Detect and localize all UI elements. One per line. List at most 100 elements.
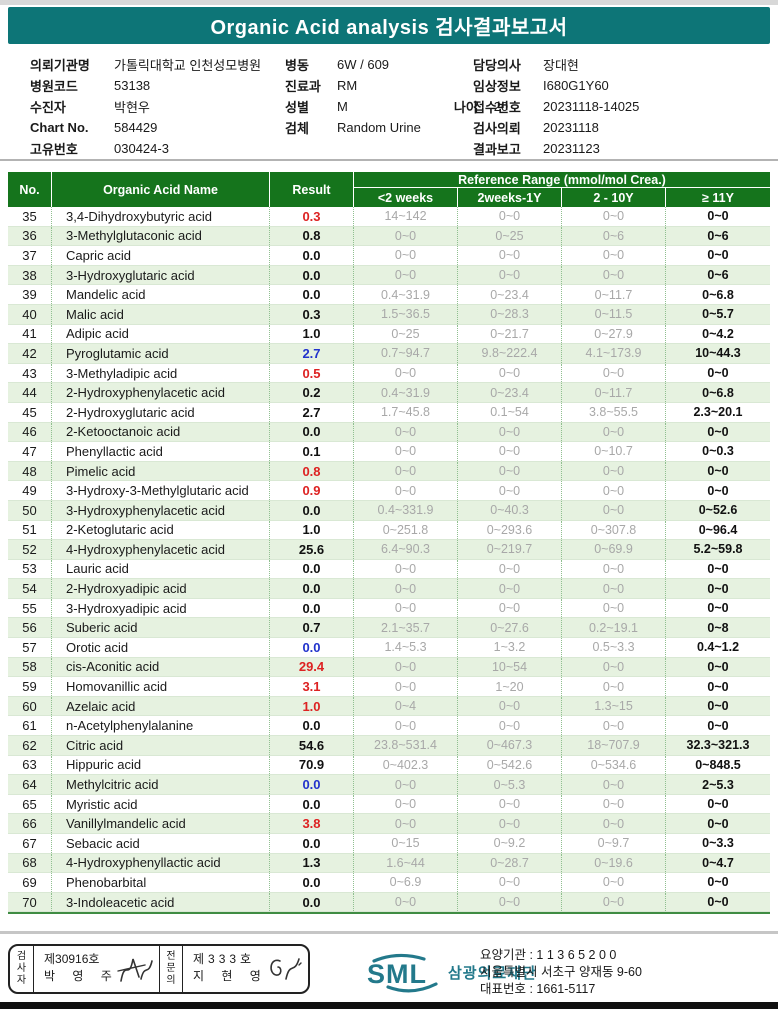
table-row: 56 Suberic acid 0.7 2.1~35.7 0~27.6 0.2~… [8, 618, 770, 639]
row-number: 41 [8, 324, 52, 344]
ref-under-2weeks: 2.1~35.7 [354, 618, 458, 638]
ref-2weeks-1y: 0~0 [458, 246, 562, 265]
table-row: 66 Vanillylmandelic acid 3.8 0~0 0~0 0~0… [8, 814, 770, 834]
ref-2weeks-1y: 0~23.4 [458, 285, 562, 304]
ref-2weeks-1y: 0~5.3 [458, 775, 562, 794]
info-label-2: 나이 [453, 100, 478, 115]
result-value: 0.0 [270, 598, 354, 618]
ref-11y-up: 10~44.3 [695, 346, 741, 361]
info-field-row: Chart No. 584429 [30, 117, 285, 138]
reference-range-subheaders: <2 weeks 2weeks-1Y 2 - 10Y ≥ 11Y [354, 188, 770, 207]
table-row: 46 2-Ketooctanoic acid 0.0 0~0 0~0 0~0 0… [8, 422, 770, 443]
ref-11y-up: 0~0 [707, 601, 729, 616]
ref-2weeks-1y: 10~54 [458, 657, 562, 677]
ref-2-10y: 1.3~15 [562, 696, 666, 716]
row-number: 45 [8, 402, 52, 422]
row-number: 50 [8, 500, 52, 520]
info-label: 고유번호 [30, 142, 78, 157]
ref-11y-up: 0~4.2 [702, 326, 734, 341]
info-divider-line [0, 159, 778, 161]
ref-11y-up: 0~0 [707, 464, 729, 479]
bottom-black-strip [0, 1002, 778, 1009]
table-row: 58 cis-Aconitic acid 29.4 0~0 10~54 0~0 … [8, 657, 770, 678]
ref-under-2weeks: 0~0 [354, 422, 458, 442]
info-label: 접수번호 [473, 100, 521, 115]
result-value: 0.0 [270, 892, 354, 912]
ref-11y-up: 0~0.3 [702, 444, 734, 459]
ref-2weeks-1y: 0~23.4 [458, 383, 562, 402]
organic-acid-name: Phenobarbital [52, 873, 270, 892]
info-column-order: 담당의사 장대현 임상정보 I680G1Y60 접수번호 20231118-14… [473, 54, 773, 159]
organic-acid-name: Malic acid [52, 304, 270, 324]
table-row: 65 Myristic acid 0.0 0~0 0~0 0~0 0~0 [8, 794, 770, 815]
ref-2weeks-1y: 0~0 [458, 794, 562, 814]
row-number: 37 [8, 246, 52, 265]
ref-2weeks-1y: 0~293.6 [458, 520, 562, 540]
organization-phone: 대표번호 : 1661-5117 [480, 982, 596, 996]
ref-2weeks-1y: 0~0 [458, 716, 562, 736]
organic-acid-name: Vanillylmandelic acid [52, 814, 270, 833]
organic-acid-name: cis-Aconitic acid [52, 657, 270, 677]
ref-11y-up: 2.3~20.1 [693, 405, 743, 420]
info-value: 20231123 [543, 141, 600, 156]
ref-under-2weeks: 1.6~44 [354, 853, 458, 873]
ref-11y-up: 0~848.5 [695, 757, 741, 772]
ref-under-2weeks: 0.4~31.9 [354, 285, 458, 304]
row-number: 35 [8, 207, 52, 226]
info-value: 6W / 609 [337, 57, 390, 72]
info-value: 박현우 [114, 100, 150, 115]
row-number: 53 [8, 559, 52, 579]
organic-acid-name: Orotic acid [52, 638, 270, 657]
result-value: 0.0 [270, 579, 354, 598]
ref-2weeks-1y: 0~0 [458, 873, 562, 892]
result-value: 54.6 [270, 736, 354, 755]
info-label: 병동 [285, 58, 309, 73]
ref-11y-up: 0~0 [707, 816, 729, 831]
row-number: 60 [8, 696, 52, 716]
ref-2-10y: 0~0 [562, 677, 666, 696]
row-number: 57 [8, 638, 52, 657]
ref-2weeks-1y: 0~27.6 [458, 618, 562, 638]
sml-logo-block: SML 삼광의료재단 [366, 950, 537, 994]
result-value: 1.3 [270, 853, 354, 873]
examiner-signature-icon [117, 958, 153, 982]
result-value: 0.0 [270, 285, 354, 304]
table-row: 61 n-Acetylphenylalanine 0.0 0~0 0~0 0~0… [8, 716, 770, 737]
info-field-row: 임상정보 I680G1Y60 [473, 75, 773, 96]
organic-acid-name: 3-Hydroxyphenylacetic acid [52, 500, 270, 520]
organization-name: 삼광의료재단 [448, 964, 537, 982]
ref-11y-up: 0~96.4 [698, 522, 738, 537]
ref-2-10y: 0~11.7 [562, 383, 666, 402]
ref-2-10y: 0~534.6 [562, 755, 666, 775]
ref-2-10y: 0~0 [562, 363, 666, 383]
info-label: 임상정보 [473, 79, 521, 94]
row-number: 43 [8, 363, 52, 383]
ref-2weeks-1y: 9.8~222.4 [458, 344, 562, 363]
ref-under-2weeks: 0.4~331.9 [354, 500, 458, 520]
table-row: 39 Mandelic acid 0.0 0.4~31.9 0~23.4 0~1… [8, 285, 770, 305]
ref-2-10y: 0~0 [562, 598, 666, 618]
organic-acid-name: Suberic acid [52, 618, 270, 638]
ref-2-10y: 0~0 [562, 775, 666, 794]
ref-2weeks-1y: 0~40.3 [458, 500, 562, 520]
organic-acid-name: n-Acetylphenylalanine [52, 716, 270, 736]
ref-2-10y: 0~0 [562, 207, 666, 226]
table-row: 49 3-Hydroxy-3-Methylglutaric acid 0.9 0… [8, 481, 770, 501]
info-column-hospital: 의뢰기관명 가톨릭대학교 인천성모병원 병원코드 53138 수진자 박현우 C… [30, 54, 285, 159]
ref-under-2weeks: 0.4~31.9 [354, 383, 458, 402]
footer-divider-line [0, 931, 778, 934]
table-row: 36 3-Methylglutaconic acid 0.8 0~0 0~25 … [8, 226, 770, 247]
info-label: 성별 [285, 100, 309, 115]
ref-under-2weeks: 0~6.9 [354, 873, 458, 892]
info-label: 검체 [285, 121, 309, 136]
result-value: 0.0 [270, 265, 354, 285]
info-field-row: 병원코드 53138 [30, 75, 285, 96]
row-number: 65 [8, 794, 52, 814]
result-value: 0.0 [270, 873, 354, 892]
ref-11y-up: 0.4~1.2 [696, 640, 740, 655]
table-row: 37 Capric acid 0.0 0~0 0~0 0~0 0~0 [8, 246, 770, 266]
specialist-cell: 제333호 지 현 영 [183, 946, 308, 992]
ref-2-10y: 3.8~55.5 [562, 402, 666, 422]
ref-under-2weeks: 0~0 [354, 442, 458, 461]
column-header-11y-up: ≥ 11Y [702, 190, 734, 205]
